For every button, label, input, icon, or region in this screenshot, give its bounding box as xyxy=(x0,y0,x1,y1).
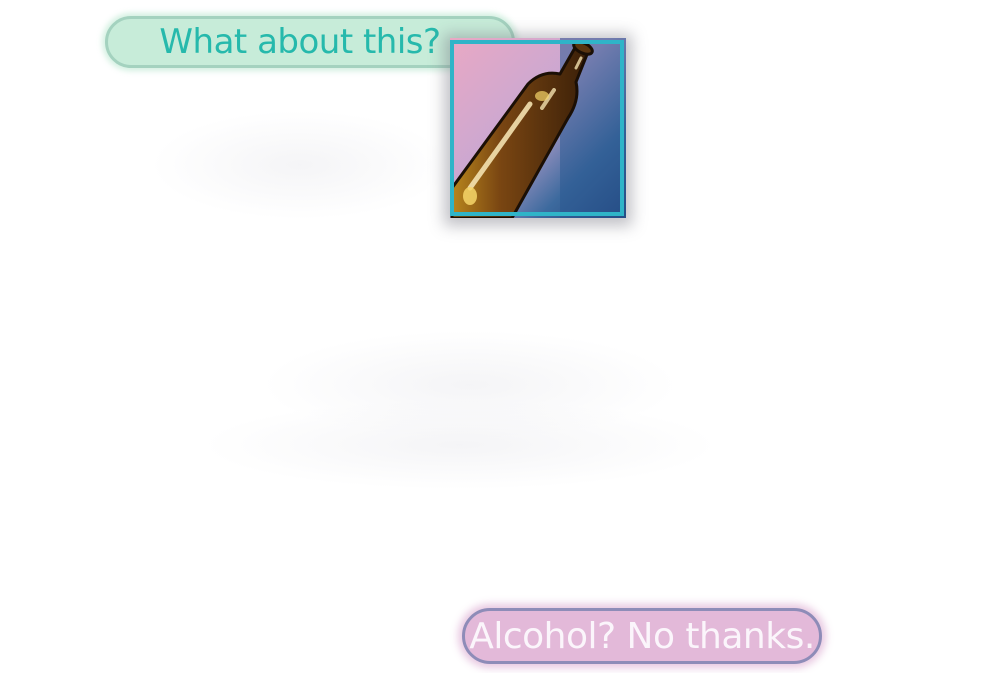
background-smudge xyxy=(200,400,720,490)
question-text: What about this? xyxy=(159,22,441,62)
background-smudge xyxy=(150,110,450,220)
answer-speech-bubble: Alcohol? No thanks. xyxy=(462,608,822,664)
bottle-picture-frame xyxy=(450,38,626,218)
question-speech-bubble: What about this? xyxy=(105,16,515,68)
beer-bottle-icon xyxy=(450,38,626,218)
answer-text: Alcohol? No thanks. xyxy=(469,615,815,657)
